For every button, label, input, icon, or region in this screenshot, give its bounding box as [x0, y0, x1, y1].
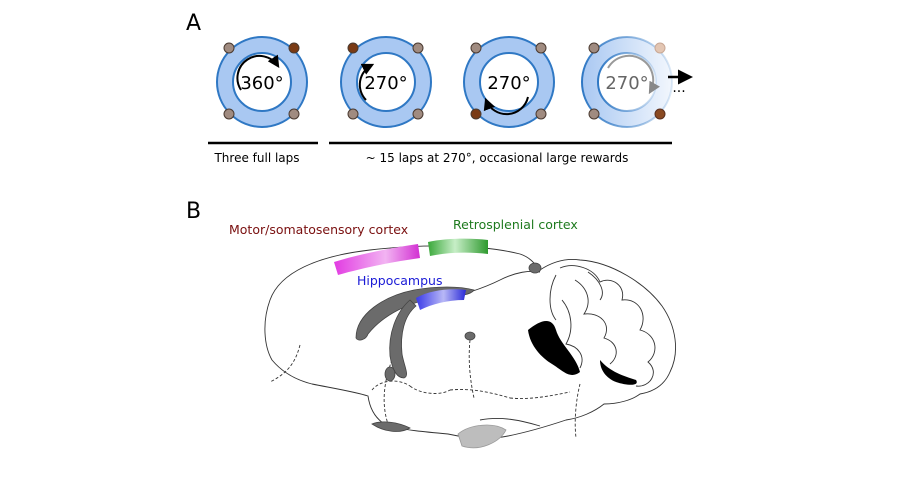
- hippocampus-label: Hippocampus: [357, 273, 442, 288]
- circular-track-4: [581, 36, 673, 128]
- track-2-angle-label: 270°: [364, 73, 407, 94]
- circular-track-2: [340, 36, 432, 128]
- reward-well: [223, 42, 235, 54]
- circular-track-3: [463, 36, 555, 128]
- track-4-angle-label: 270°: [605, 73, 648, 94]
- reward-well: [470, 42, 482, 54]
- reward-well: [288, 42, 300, 54]
- reward-well: [470, 108, 482, 120]
- circular-track-1: [216, 36, 308, 128]
- ventricle-dark-areas: [528, 320, 637, 385]
- motor-somatosensory-cortex-label: Motor/somatosensory cortex: [229, 222, 408, 237]
- reward-well: [412, 42, 424, 54]
- reward-well: [288, 108, 300, 120]
- track-3-angle-label: 270°: [487, 73, 530, 94]
- optic-chiasm: [371, 421, 411, 432]
- retrosplenial-cortex-highlight: [428, 238, 488, 256]
- pons: [457, 424, 507, 449]
- reward-well: [654, 108, 666, 120]
- reward-well: [412, 108, 424, 120]
- anterior-commissure: [384, 366, 396, 382]
- reward-well: [347, 108, 359, 120]
- motor-somatosensory-cortex-highlight: [334, 244, 420, 275]
- panel-b-letter: B: [186, 199, 201, 224]
- panel-a-letter: A: [186, 11, 201, 36]
- reward-well: [535, 108, 547, 120]
- reward-well: [588, 108, 600, 120]
- run-direction-arrow: [607, 54, 660, 95]
- bracket-1-label: Three full laps: [213, 151, 299, 165]
- run-direction-arrow: [236, 54, 280, 91]
- reward-well: [347, 42, 359, 54]
- reward-well: [654, 42, 666, 54]
- continuation-dots: ...: [672, 80, 685, 96]
- superior-colliculus-dot: [528, 262, 542, 274]
- reward-well: [223, 108, 235, 120]
- run-direction-arrow: [483, 96, 529, 116]
- small-nucleus: [464, 331, 476, 341]
- bracket-2-label: ~ 15 laps at 270°, occasional large rewa…: [366, 151, 629, 165]
- reward-well: [535, 42, 547, 54]
- reward-well: [588, 42, 600, 54]
- brain-sagittal-outline: [264, 245, 676, 439]
- track-1-angle-label: 360°: [240, 73, 283, 94]
- hippocampus-highlight: [416, 289, 466, 310]
- fornix: [389, 299, 417, 379]
- retrosplenial-cortex-label: Retrosplenial cortex: [453, 217, 578, 232]
- run-direction-arrow: [358, 63, 375, 101]
- brain-gray-structures: [355, 262, 542, 449]
